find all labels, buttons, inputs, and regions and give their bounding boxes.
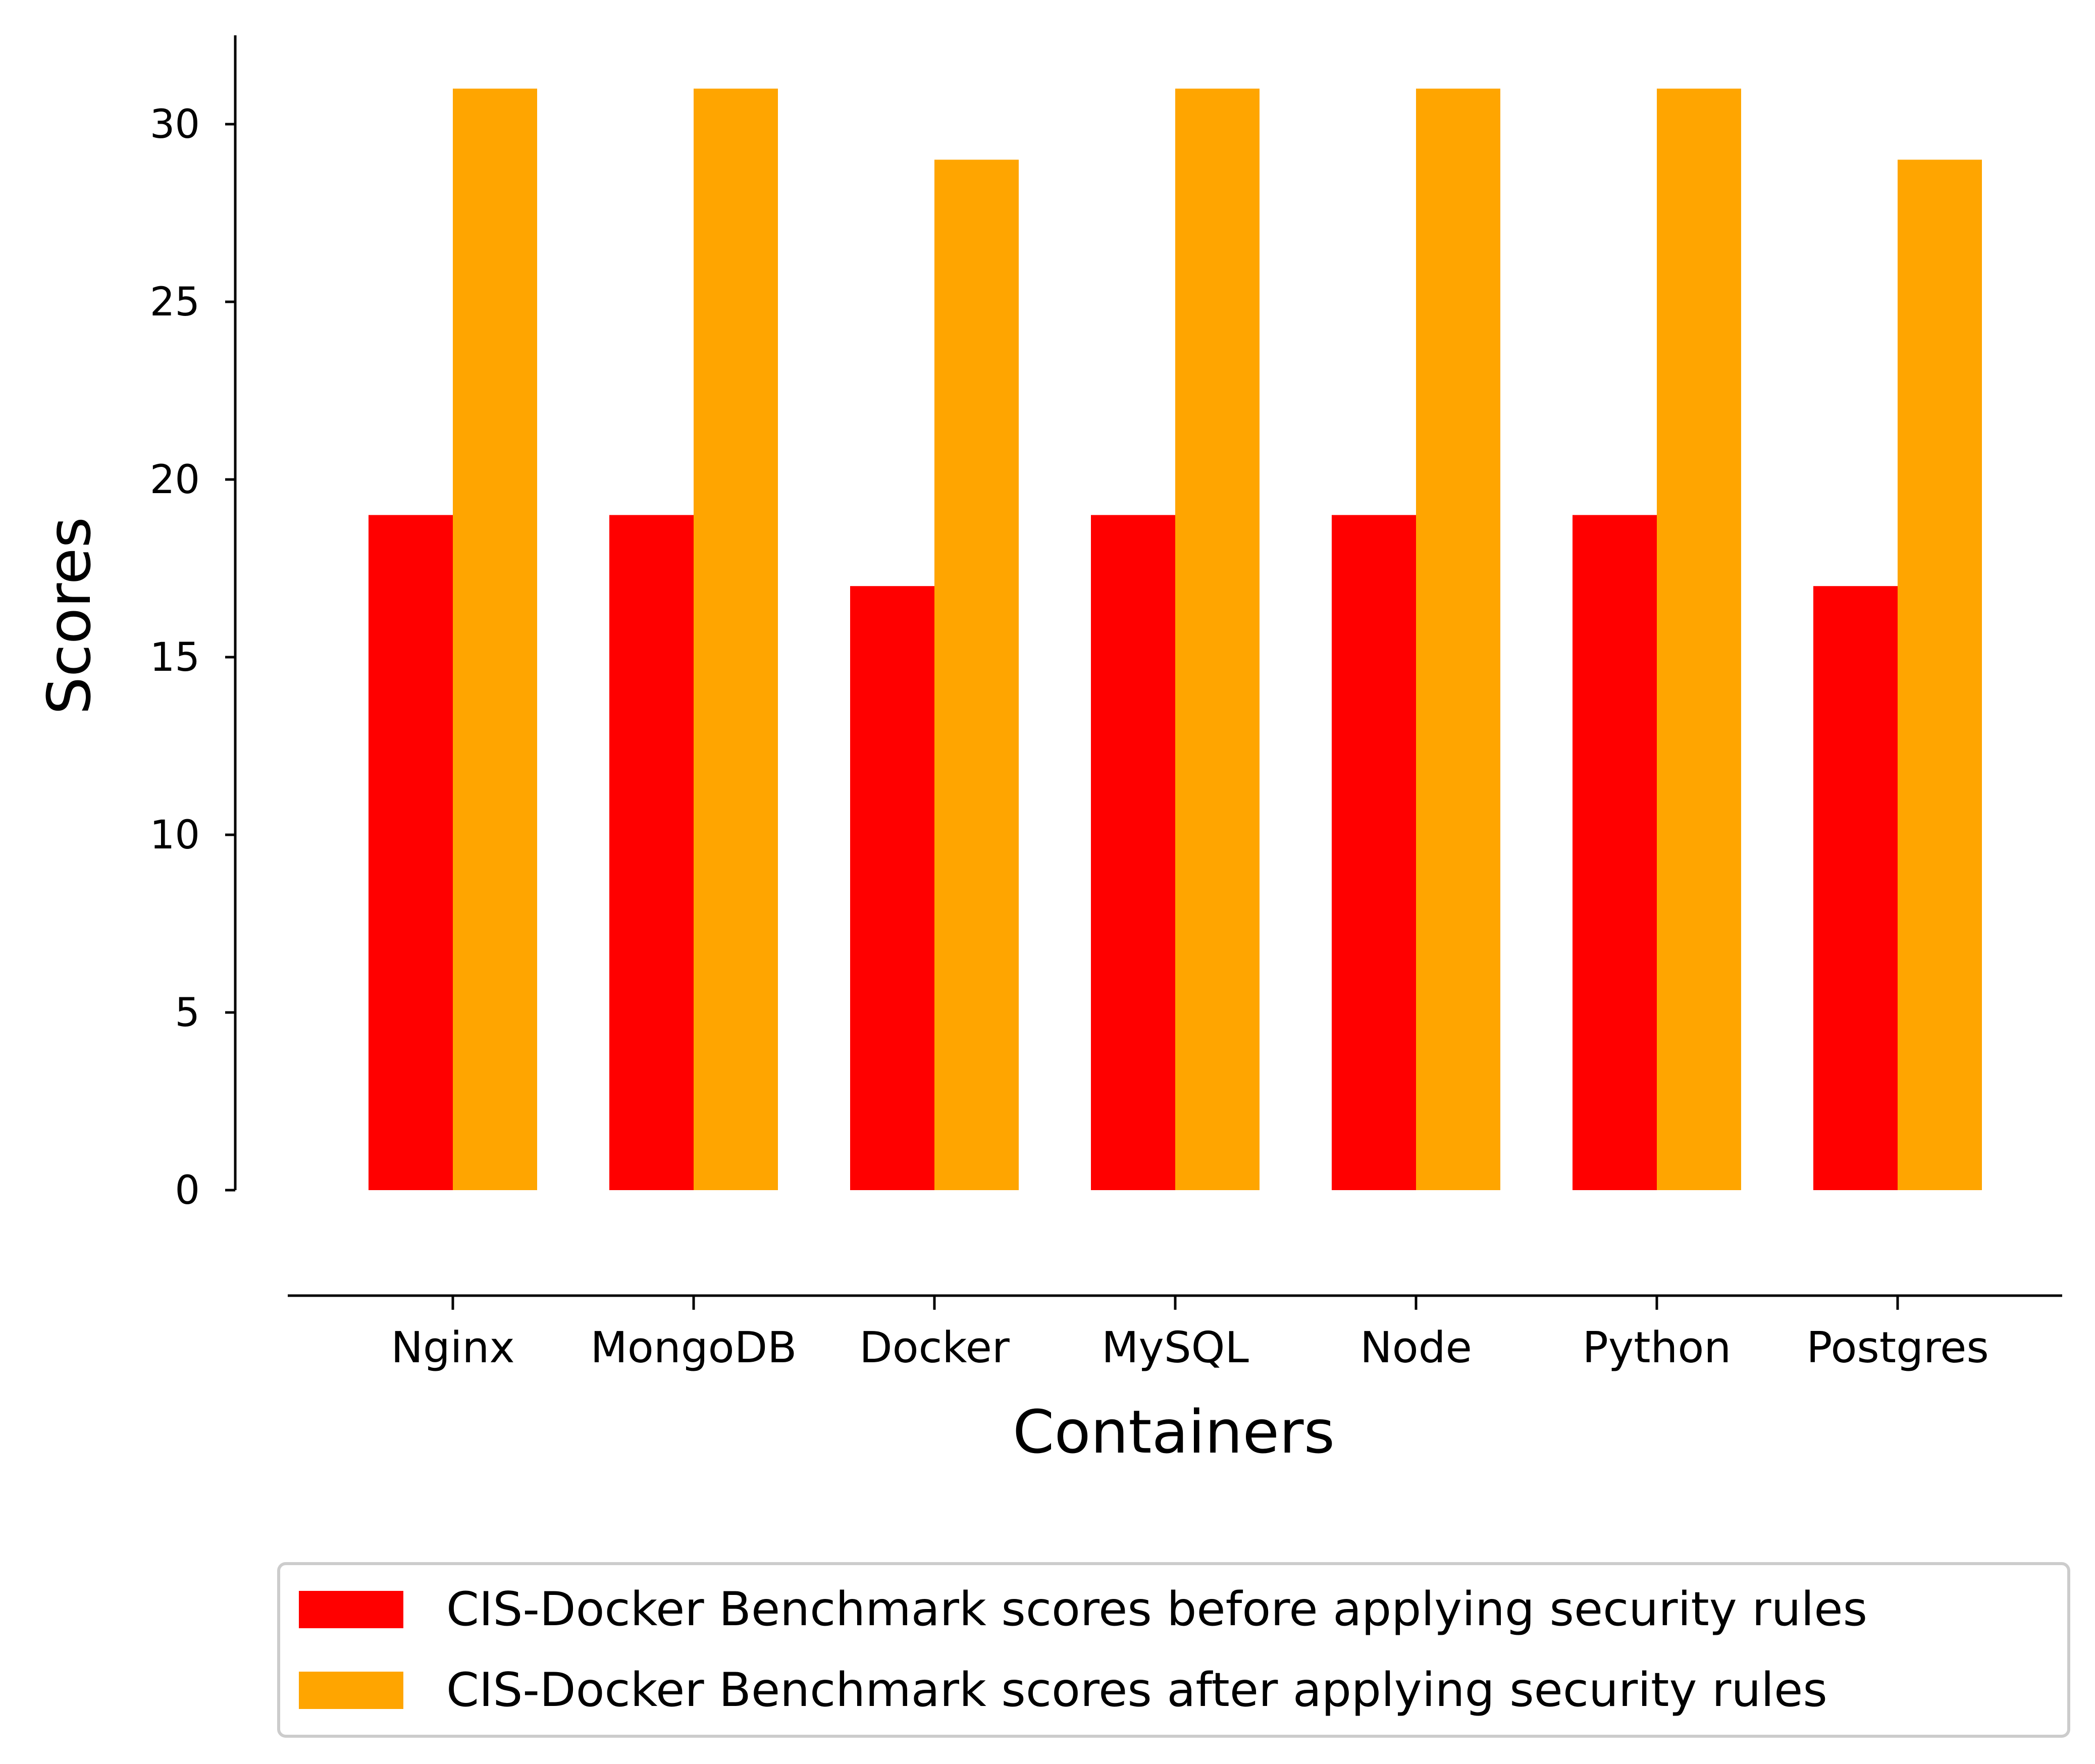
y-tick-label-30: 30: [150, 102, 200, 147]
x-tick-label-docker: Docker: [859, 1323, 1010, 1373]
y-axis-title: Scores: [34, 517, 104, 715]
bar-after-postgres: [1898, 159, 1982, 1190]
bar-after-nginx: [453, 88, 537, 1190]
bar-before-mysql: [1091, 515, 1175, 1190]
y-tick-label-25: 25: [150, 280, 200, 325]
legend-label-after: CIS-Docker Benchmark scores after applyi…: [446, 1663, 1827, 1717]
x-tick-label-mysql: MySQL: [1102, 1323, 1249, 1373]
x-tick-label-postgres: Postgres: [1806, 1323, 1988, 1373]
x-tick-label-node: Node: [1360, 1323, 1472, 1373]
bar-before-node: [1332, 515, 1416, 1190]
legend: CIS-Docker Benchmark scores before apply…: [277, 1562, 2070, 1738]
bar-after-mongodb: [694, 88, 778, 1190]
legend-frame: [277, 1562, 2070, 1738]
bar-before-docker: [850, 586, 934, 1190]
bar-before-mongodb: [609, 515, 694, 1190]
bar-before-nginx: [369, 515, 453, 1190]
bar-after-mysql: [1175, 88, 1260, 1190]
x-tick-label-nginx: Nginx: [391, 1323, 514, 1373]
bars-group: [369, 88, 1982, 1190]
y-tick-label-10: 10: [150, 813, 200, 858]
bar-after-python: [1657, 88, 1741, 1190]
x-axis-title: Containers: [1013, 1397, 1335, 1467]
x-tick-label-python: Python: [1583, 1323, 1732, 1373]
bar-before-postgres: [1813, 586, 1898, 1190]
y-tick-label-5: 5: [175, 990, 200, 1036]
y-tick-label-20: 20: [150, 457, 200, 503]
x-tick-label-mongodb: MongoDB: [591, 1323, 797, 1373]
legend-label-before: CIS-Docker Benchmark scores before apply…: [446, 1582, 1867, 1636]
bar-before-python: [1573, 515, 1657, 1190]
y-axis: 0 5 10 15 20 25 30: [150, 35, 237, 1213]
legend-swatch-after: [299, 1672, 403, 1709]
y-tick-label-0: 0: [175, 1168, 200, 1213]
legend-swatch-before: [299, 1591, 403, 1628]
bar-after-node: [1416, 88, 1500, 1190]
y-tick-label-15: 15: [150, 635, 200, 680]
x-axis: Nginx MongoDB Docker MySQL Node Python Postgre…: [288, 1294, 2062, 1373]
bar-after-docker: [934, 159, 1019, 1190]
